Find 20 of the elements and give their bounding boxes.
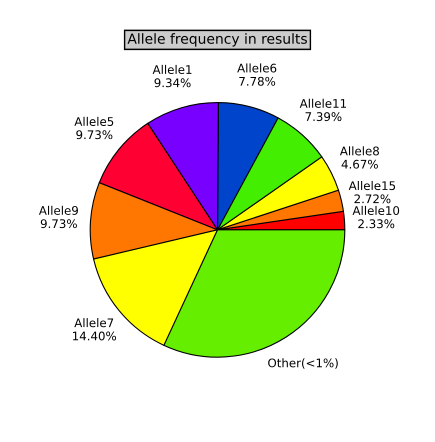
- data-label: 7.39%: [306, 112, 342, 122]
- data-label: 2.33%: [358, 219, 394, 228]
- data-label: 14.40%: [72, 332, 116, 340]
- data-label: 9.34%: [154, 78, 191, 88]
- slice-label: Other(<1%): [268, 358, 338, 369]
- slice-label: Allele15: [348, 180, 396, 190]
- slice-label: Allele10: [352, 206, 400, 216]
- data-label: 9.73%: [40, 219, 77, 228]
- slice-label: Allele11: [300, 98, 346, 108]
- data-label: 2.72%: [354, 194, 390, 204]
- slice-label: Allele9: [38, 206, 78, 215]
- slice-label: Allele1: [152, 64, 192, 74]
- data-label: 4.67%: [342, 160, 378, 169]
- slice-label: Allele8: [340, 146, 379, 156]
- chart-title: Allele frequency in results: [127, 33, 307, 47]
- data-label: 9.73%: [76, 130, 112, 140]
- slice-label: Allele5: [74, 116, 114, 126]
- slice-label: Allele7: [74, 318, 114, 328]
- slice-label: Allele6: [237, 63, 276, 73]
- data-label: 7.78%: [239, 76, 276, 86]
